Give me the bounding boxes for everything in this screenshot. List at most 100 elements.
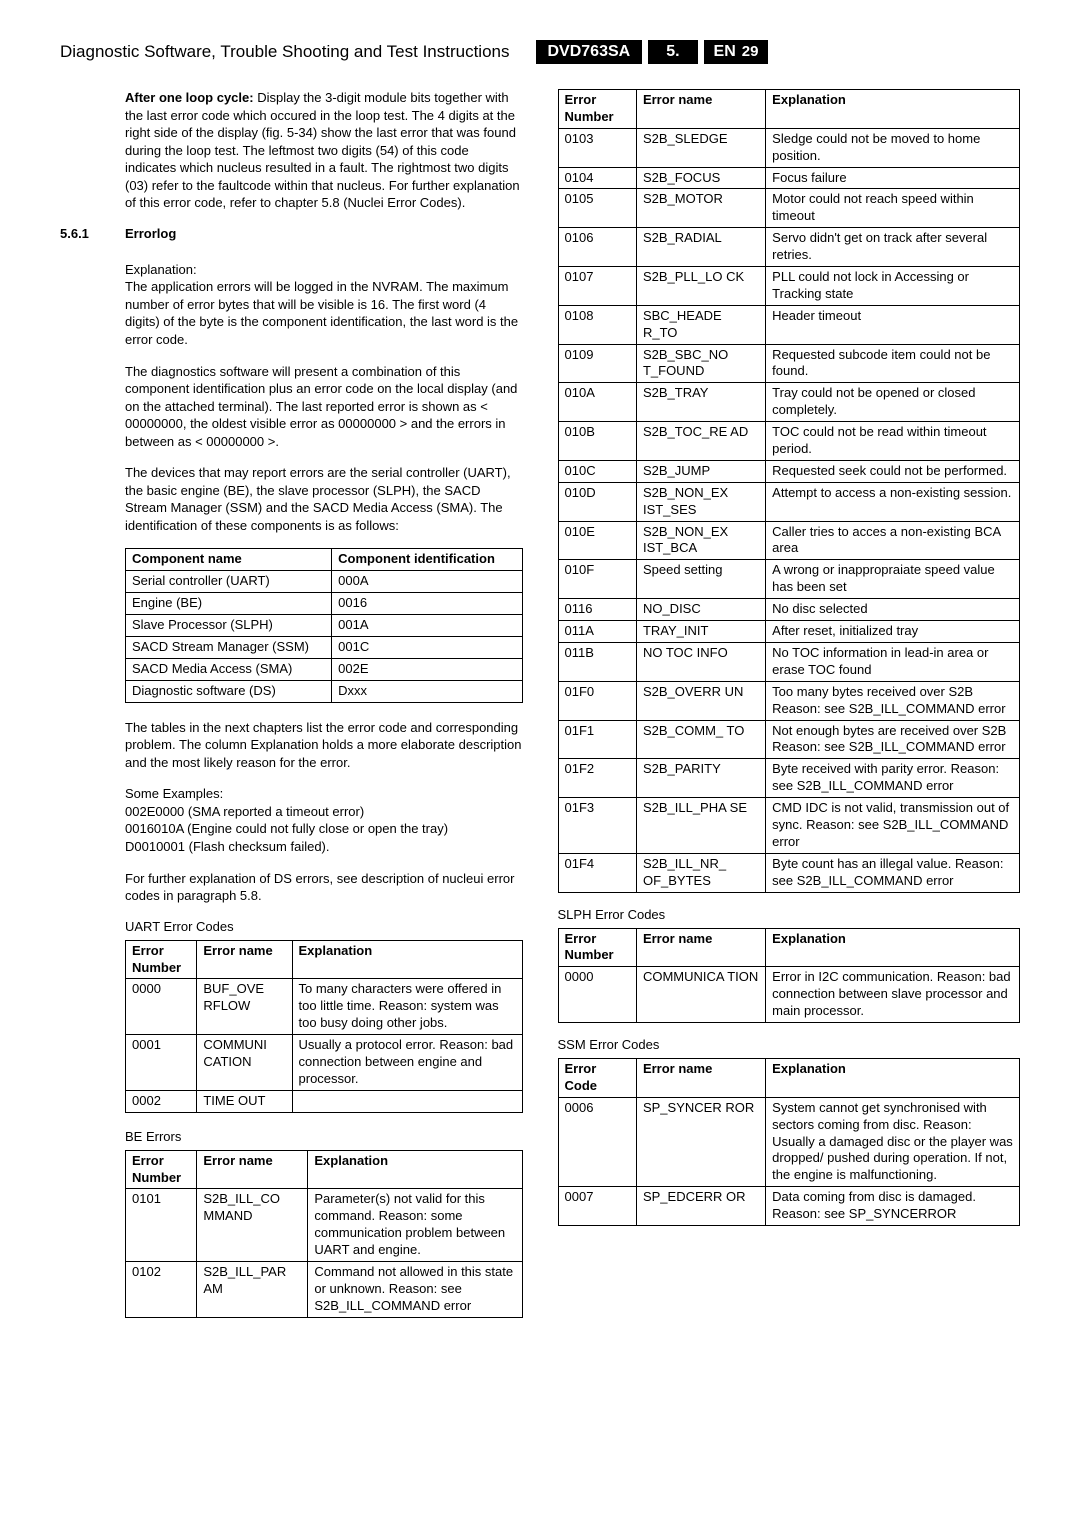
errorlog-p1-text: The application errors will be logged in…	[125, 279, 518, 347]
table-cell: Tray could not be opened or closed compl…	[766, 383, 1020, 422]
table-row: 010DS2B_NON_EX IST_SESAttempt to access …	[558, 482, 1020, 521]
table-cell: PLL could not lock in Accessing or Track…	[766, 267, 1020, 306]
uart-caption: UART Error Codes	[125, 919, 523, 934]
col-header: Error Number	[126, 940, 197, 979]
uart-table: Error Number Error name Explanation 0000…	[125, 940, 523, 1113]
table-cell: S2B_MOTOR	[636, 189, 765, 228]
be-cont-table: Error Number Error name Explanation 0103…	[558, 89, 1021, 893]
col-header: Component identification	[332, 549, 522, 571]
table-cell: 011B	[558, 642, 636, 681]
uart-tbody: 0000BUF_OVE RFLOWTo many characters were…	[126, 979, 523, 1112]
table-cell: S2B_PLL_LO CK	[636, 267, 765, 306]
table-cell: 0103	[558, 128, 636, 167]
table-cell: SACD Stream Manager (SSM)	[126, 637, 332, 659]
table-cell: Byte count has an illegal value. Reason:…	[766, 853, 1020, 892]
ssm-caption: SSM Error Codes	[558, 1037, 1021, 1052]
be-caption: BE Errors	[125, 1129, 523, 1144]
table-cell: S2B_FOCUS	[636, 167, 765, 189]
table-row: 010AS2B_TRAYTray could not be opened or …	[558, 383, 1020, 422]
table-cell: System cannot get synchronised with sect…	[766, 1097, 1020, 1186]
errorlog-heading: 5.6.1 Errorlog	[60, 226, 523, 251]
table-cell: 0102	[126, 1262, 197, 1318]
table-cell: Parameter(s) not valid for this command.…	[308, 1189, 522, 1262]
intro-lead: After one loop cycle:	[125, 90, 254, 105]
table-cell: 0109	[558, 344, 636, 383]
errorlog-p2: The diagnostics software will present a …	[125, 363, 523, 451]
table-cell: 01F3	[558, 798, 636, 854]
table-cell: S2B_COMM_ TO	[636, 720, 765, 759]
slph-caption: SLPH Error Codes	[558, 907, 1021, 922]
table-row: 0101S2B_ILL_CO MMANDParameter(s) not val…	[126, 1189, 523, 1262]
table-cell: S2B_NON_EX IST_SES	[636, 482, 765, 521]
table-cell: 0105	[558, 189, 636, 228]
table-cell: 0101	[126, 1189, 197, 1262]
table-cell: 011A	[558, 621, 636, 643]
table-cell: 0107	[558, 267, 636, 306]
badge-model: DVD763SA	[536, 40, 643, 64]
table-cell: No disc selected	[766, 599, 1020, 621]
table-cell: TIME OUT	[197, 1090, 292, 1112]
notes-ex-b: 0016010A (Engine could not fully close o…	[125, 821, 448, 836]
table-cell: S2B_TRAY	[636, 383, 765, 422]
badge-lang-text: EN	[714, 43, 736, 61]
table-cell: S2B_OVERR UN	[636, 681, 765, 720]
table-cell: 0007	[558, 1187, 636, 1226]
table-cell: 010E	[558, 521, 636, 560]
table-cell: Dxxx	[332, 680, 522, 702]
table-cell: 0104	[558, 167, 636, 189]
table-cell: 001A	[332, 615, 522, 637]
table-row: 0108SBC_HEADE R_TOHeader timeout	[558, 305, 1020, 344]
table-row: 011BNO TOC INFONo TOC information in lea…	[558, 642, 1020, 681]
table-row: 0000COMMUNICA TIONError in I2C communica…	[558, 967, 1020, 1023]
slph-tbody: 0000COMMUNICA TIONError in I2C communica…	[558, 967, 1020, 1023]
table-cell: S2B_PARITY	[636, 759, 765, 798]
table-row: 0000BUF_OVE RFLOWTo many characters were…	[126, 979, 523, 1035]
be-table: Error Number Error name Explanation 0101…	[125, 1150, 523, 1318]
be-tbody: 0101S2B_ILL_CO MMANDParameter(s) not val…	[126, 1189, 523, 1317]
table-cell: Engine (BE)	[126, 593, 332, 615]
table-cell: 01F4	[558, 853, 636, 892]
table-row: 01F2S2B_PARITYByte received with parity …	[558, 759, 1020, 798]
table-cell: To many characters were offered in too l…	[292, 979, 522, 1035]
table-row: 0006SP_SYNCER RORSystem cannot get synch…	[558, 1097, 1020, 1186]
be-cont-tbody: 0103S2B_SLEDGESledge could not be moved …	[558, 128, 1020, 892]
table-cell: S2B_JUMP	[636, 460, 765, 482]
table-cell: Too many bytes received over S2B Reason:…	[766, 681, 1020, 720]
notes-p3: For further explanation of DS errors, se…	[125, 870, 523, 905]
table-cell: 0001	[126, 1035, 197, 1091]
col-header: Error name	[636, 928, 765, 967]
notes-p1: The tables in the next chapters list the…	[125, 719, 523, 772]
table-row: 0105S2B_MOTORMotor could not reach speed…	[558, 189, 1020, 228]
col-header: Error name	[636, 90, 765, 129]
table-row: 01F1S2B_COMM_ TONot enough bytes are rec…	[558, 720, 1020, 759]
components-tbody: Serial controller (UART)000AEngine (BE)0…	[126, 571, 523, 702]
table-header-row: Component name Component identification	[126, 549, 523, 571]
table-cell: Caller tries to acces a non-existing BCA…	[766, 521, 1020, 560]
table-cell: 010C	[558, 460, 636, 482]
table-cell: S2B_ILL_CO MMAND	[197, 1189, 308, 1262]
col-header: Explanation	[766, 90, 1020, 129]
table-row: 0116NO_DISCNo disc selected	[558, 599, 1020, 621]
page-title: Diagnostic Software, Trouble Shooting an…	[60, 42, 510, 62]
table-cell: Header timeout	[766, 305, 1020, 344]
table-cell: Servo didn't get on track after several …	[766, 228, 1020, 267]
col-header: Component name	[126, 549, 332, 571]
table-cell: 010B	[558, 422, 636, 461]
table-cell: Sledge could not be moved to home positi…	[766, 128, 1020, 167]
col-header: Error Number	[558, 928, 636, 967]
table-cell: No TOC information in lead-in area or er…	[766, 642, 1020, 681]
table-cell: Motor could not reach speed within timeo…	[766, 189, 1020, 228]
col-header: Error Number	[558, 90, 636, 129]
errorlog-p1-label: Explanation:	[125, 262, 197, 277]
table-cell: After reset, initialized tray	[766, 621, 1020, 643]
table-row: 0103S2B_SLEDGESledge could not be moved …	[558, 128, 1020, 167]
table-cell: Diagnostic software (DS)	[126, 680, 332, 702]
badge-lang: EN 29	[704, 40, 769, 64]
table-cell: A wrong or inappropraiate speed value ha…	[766, 560, 1020, 599]
col-header: Explanation	[766, 1058, 1020, 1097]
notes-ex-label: Some Examples:	[125, 786, 223, 801]
table-header-row: Error Number Error name Explanation	[126, 940, 523, 979]
table-cell: NO TOC INFO	[636, 642, 765, 681]
table-cell: S2B_ILL_PAR AM	[197, 1262, 308, 1318]
table-cell: S2B_SLEDGE	[636, 128, 765, 167]
